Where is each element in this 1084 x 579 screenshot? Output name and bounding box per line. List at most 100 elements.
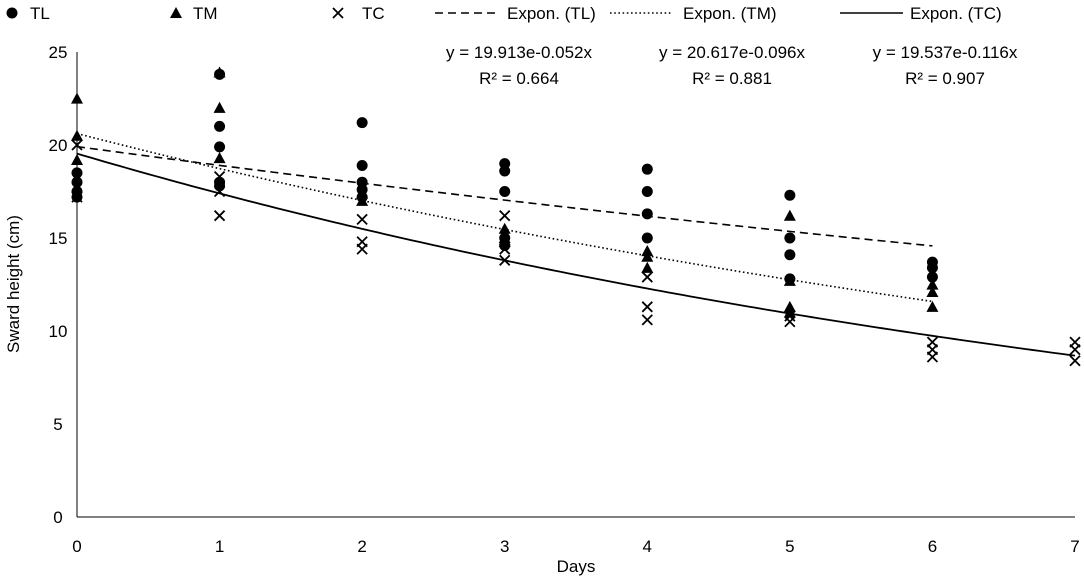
tl-point-10 [356, 159, 368, 171]
tl-point-29 [926, 271, 938, 283]
y-tick-labels: 0 5 10 15 20 25 [49, 43, 68, 527]
tm-point-10 [498, 235, 511, 247]
x-tick-labels: 0 1 2 3 4 5 6 7 [72, 537, 1079, 556]
trendline-expon-tc [76, 152, 1076, 357]
legend-item-expon-tc: Expon. (TC) [840, 4, 1002, 23]
tc-point-12 [641, 301, 653, 313]
legend-item-tc: TC [332, 4, 385, 23]
tc-point-10 [499, 254, 511, 266]
r2-tl: R² = 0.664 [479, 69, 559, 88]
tl-point-8 [214, 180, 226, 192]
tl-point-15 [499, 165, 511, 177]
tm-point-1 [71, 129, 83, 141]
x-tick-label-3: 3 [500, 537, 509, 556]
x-tick-label-5: 5 [785, 537, 794, 556]
tc-point-7 [356, 243, 368, 255]
tc-point-3 [213, 185, 226, 198]
tl-point-21 [641, 208, 653, 220]
x-tick-label-1: 1 [215, 537, 224, 556]
trend-equations: y = 19.913e-0.052x R² = 0.664 y = 20.617… [446, 43, 1018, 88]
legend-label-tm: TM [193, 4, 218, 23]
tm-point-11 [641, 245, 654, 257]
trendlines [76, 132, 1076, 357]
tm-point-5 [213, 152, 226, 164]
y-tick-label-10: 10 [49, 322, 68, 341]
legend-item-tl: TL [6, 4, 50, 23]
tl-point-16 [499, 186, 511, 197]
tm-point-4 [213, 101, 226, 113]
tl-point-28 [926, 262, 938, 274]
tm-point-18 [926, 278, 939, 290]
legend: TL TM TC Expon. (TL) Expon. (TM) Expon. … [6, 4, 1002, 23]
equation-tl: y = 19.913e-0.052x [446, 43, 593, 62]
tc-point-0 [71, 139, 83, 151]
x-tick-label-2: 2 [357, 537, 366, 556]
tl-point-22 [641, 232, 653, 244]
tc-point-1 [71, 191, 83, 203]
tl-point-23 [784, 189, 796, 201]
tm-point-8 [498, 222, 511, 234]
x-axis-title: Days [557, 557, 596, 576]
tm-point-13 [641, 261, 654, 273]
tl-point-24 [784, 232, 796, 244]
tc-point-18 [926, 351, 939, 363]
data-points [71, 66, 1081, 367]
tc-point-4 [213, 210, 226, 222]
legend-label-tl: TL [30, 4, 50, 23]
tm-point-7 [356, 194, 369, 206]
y-tick-label-5: 5 [53, 415, 62, 434]
legend-marker-tc [332, 7, 344, 19]
trendline-expon-tl [76, 145, 933, 247]
legend-item-expon-tm: Expon. (TM) [610, 4, 777, 23]
tc-point-8 [499, 210, 511, 222]
x-tick-label-0: 0 [72, 537, 81, 556]
tl-point-6 [214, 141, 226, 153]
tm-point-2 [71, 153, 83, 165]
tc-point-9 [499, 243, 511, 255]
tm-point-15 [783, 274, 796, 286]
legend-label-tc: TC [362, 4, 385, 23]
tm-point-12 [641, 250, 654, 262]
tc-point-11 [641, 271, 653, 283]
tl-point-19 [641, 163, 653, 175]
y-axis-title: Sward height (cm) [4, 215, 23, 353]
tc-point-21 [1069, 355, 1081, 367]
r2-tm: R² = 0.881 [692, 69, 772, 88]
tm-point-17 [783, 306, 796, 318]
tm-point-6 [356, 187, 369, 199]
tl-point-5 [214, 120, 226, 132]
y-tick-label-25: 25 [49, 43, 68, 62]
legend-label-expon-tc: Expon. (TC) [910, 4, 1002, 23]
legend-label-expon-tm: Expon. (TM) [683, 4, 777, 23]
y-tick-label-20: 20 [49, 136, 68, 155]
r2-tc: R² = 0.907 [905, 69, 985, 88]
tl-point-1 [71, 176, 83, 188]
tc-point-20 [1069, 343, 1081, 356]
y-tick-label-0: 0 [53, 508, 62, 527]
legend-marker-tm [170, 7, 182, 18]
tl-point-20 [641, 186, 653, 197]
equation-tc: y = 19.537e-0.116x [873, 43, 1018, 62]
tc-point-2 [213, 170, 226, 183]
legend-item-tm: TM [170, 4, 218, 23]
tm-point-0 [71, 92, 83, 104]
equation-tm: y = 20.617e-0.096x [659, 43, 806, 62]
tm-point-16 [783, 300, 796, 312]
x-tick-label-7: 7 [1070, 537, 1079, 556]
legend-label-expon-tl: Expon. (TL) [507, 4, 596, 23]
tl-point-9 [356, 117, 368, 129]
tm-point-20 [926, 300, 939, 312]
tl-point-0 [71, 167, 83, 179]
tc-point-13 [641, 314, 653, 326]
legend-item-expon-tl: Expon. (TL) [435, 4, 596, 23]
tm-point-3 [213, 66, 226, 78]
x-tick-label-4: 4 [643, 537, 652, 556]
tm-point-14 [783, 209, 796, 221]
tm-point-19 [926, 285, 939, 298]
tl-point-25 [784, 249, 796, 261]
legend-marker-tl [6, 7, 18, 19]
y-tick-label-15: 15 [49, 229, 68, 248]
x-tick-label-6: 6 [928, 537, 937, 556]
tc-point-15 [784, 316, 796, 328]
